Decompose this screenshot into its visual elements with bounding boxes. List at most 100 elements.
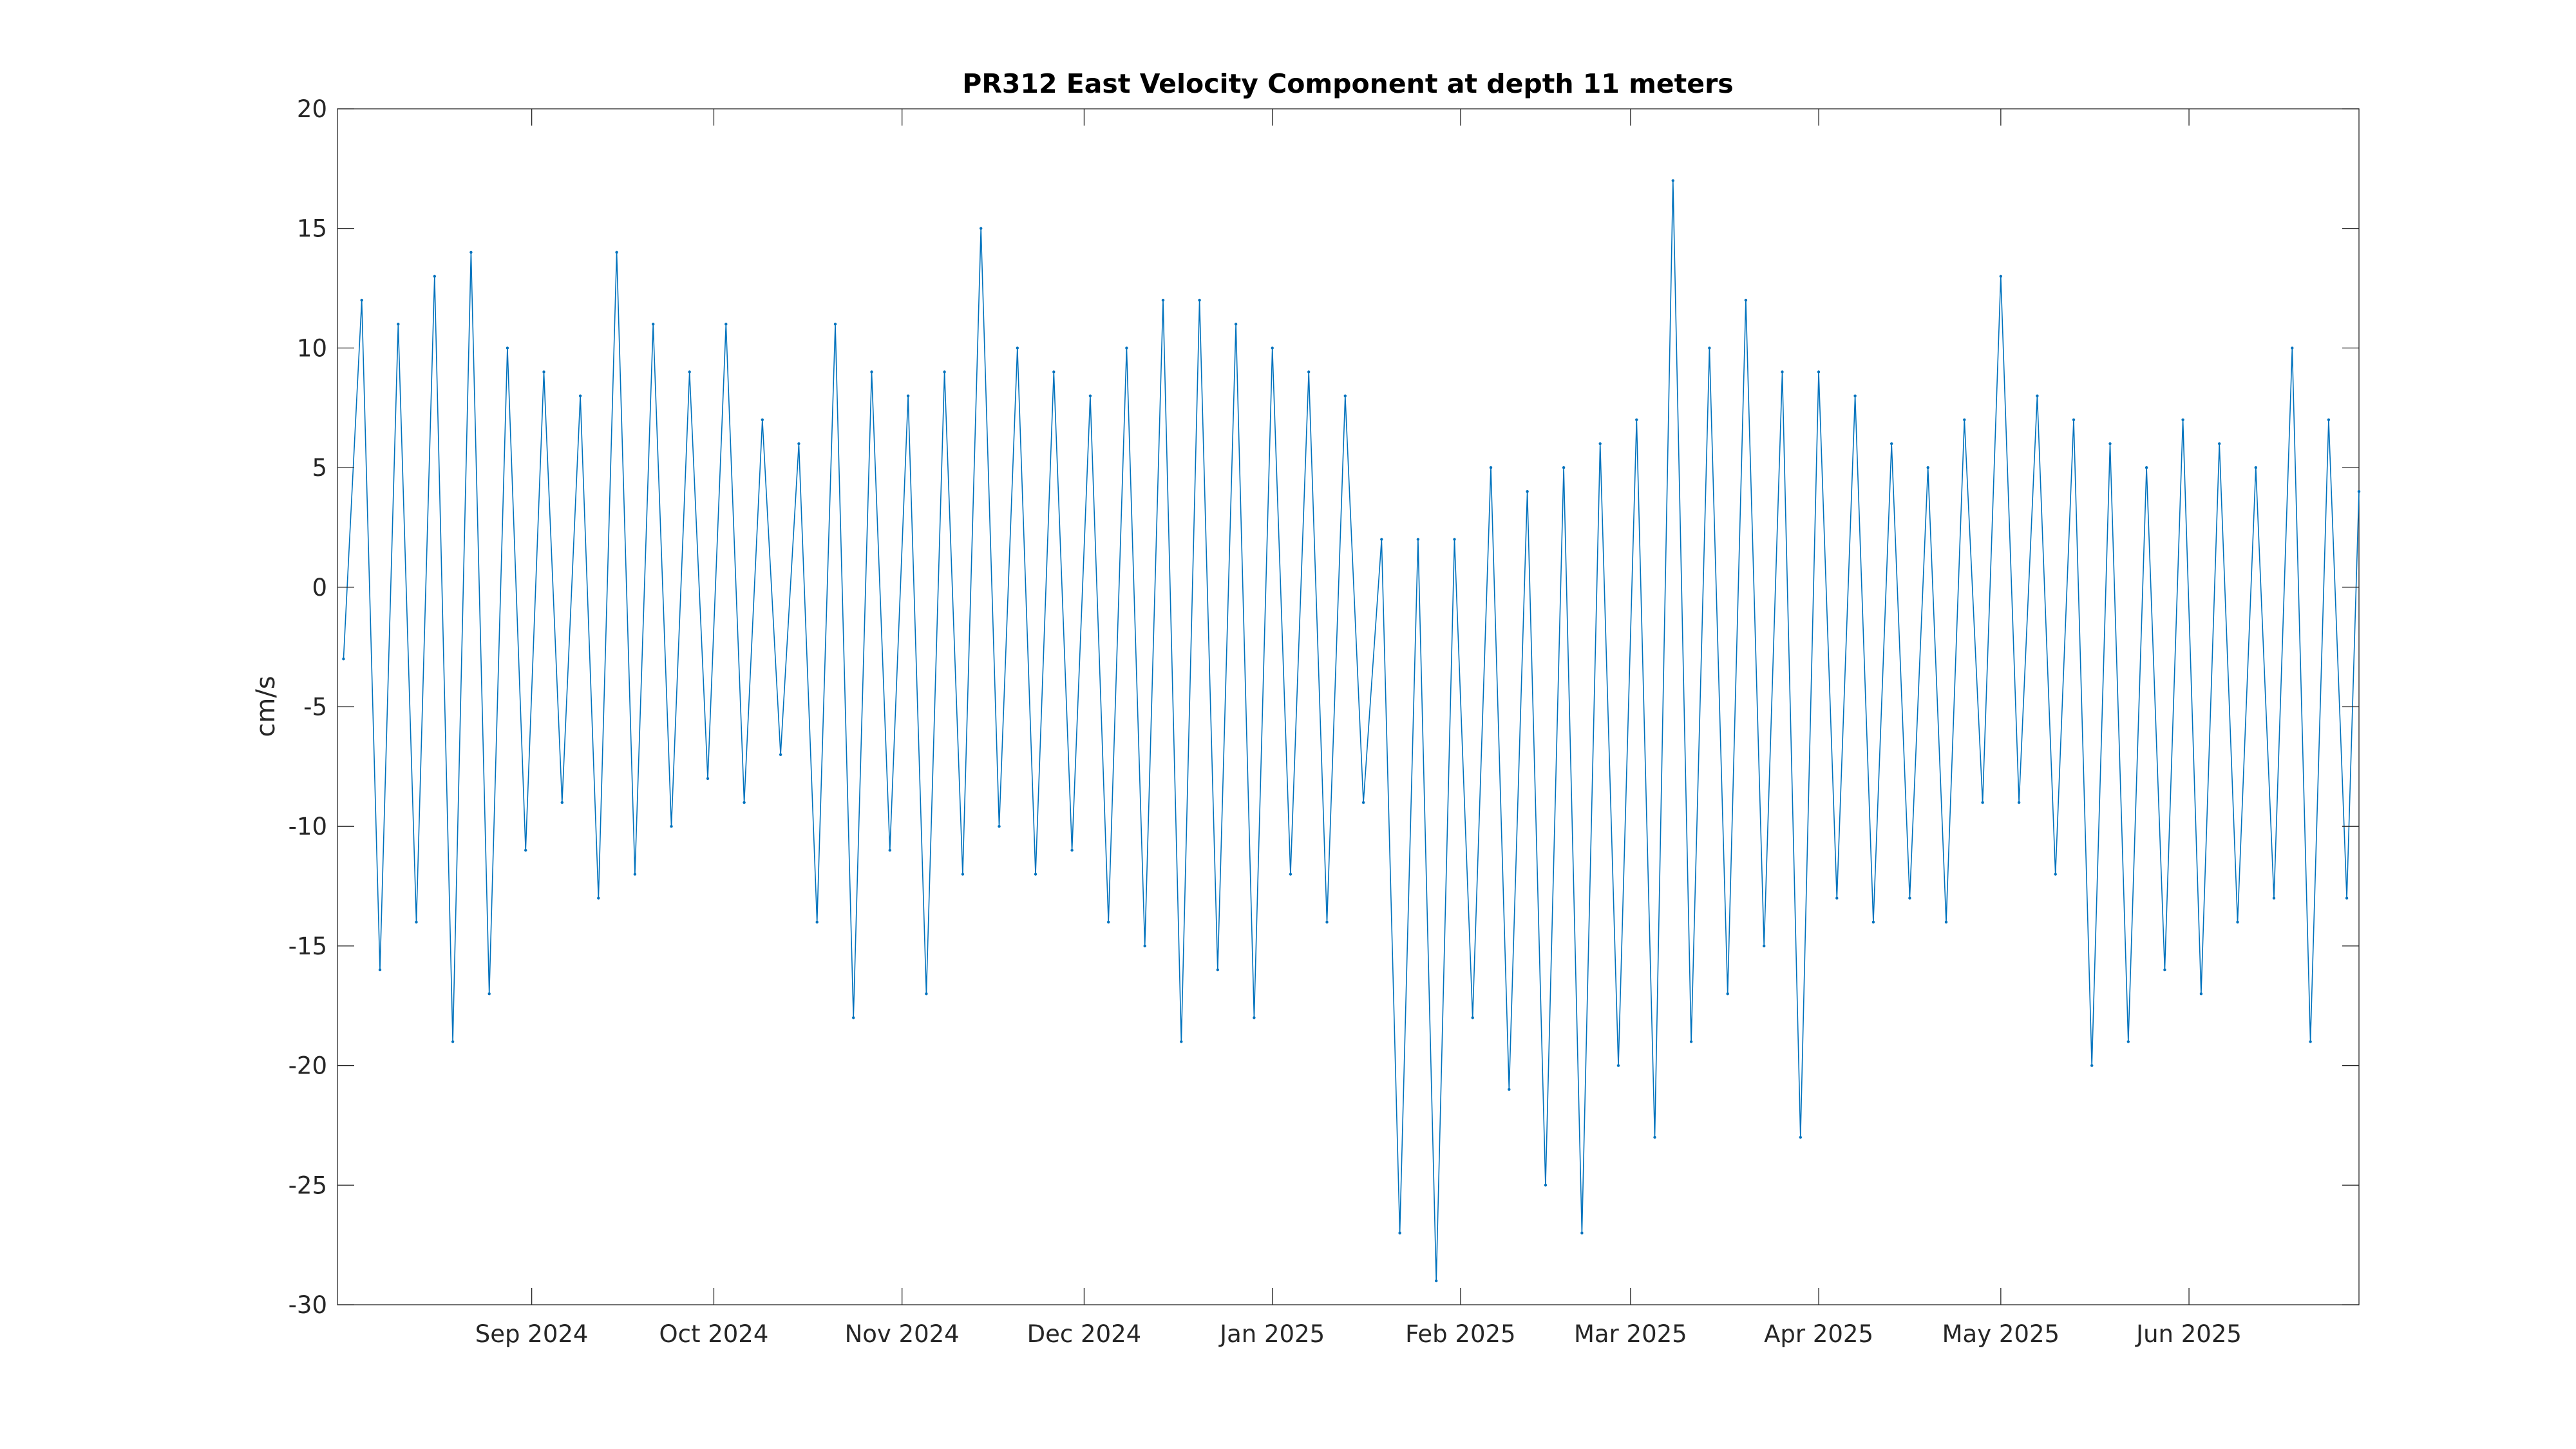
data-point xyxy=(2272,896,2276,900)
data-point xyxy=(670,825,673,828)
data-point xyxy=(1088,394,1092,397)
series-line-0 xyxy=(343,180,2360,1282)
data-point xyxy=(1471,1016,1474,1019)
data-point xyxy=(779,753,782,757)
data-point xyxy=(1361,800,1365,804)
x-tick-label: May 2025 xyxy=(1942,1320,2060,1348)
x-tick-label: Sep 2024 xyxy=(475,1320,589,1348)
data-point xyxy=(1489,466,1493,469)
data-point xyxy=(1325,920,1329,924)
x-tick-label: Feb 2025 xyxy=(1405,1320,1515,1348)
data-point xyxy=(1343,394,1347,397)
data-point xyxy=(2327,418,2331,421)
data-point xyxy=(1689,1040,1693,1043)
y-tick-label: 10 xyxy=(297,334,327,362)
data-point xyxy=(1453,538,1456,541)
x-tick-label: Jun 2025 xyxy=(2135,1320,2242,1348)
data-point xyxy=(397,323,400,326)
y-tick-label: -10 xyxy=(289,813,327,840)
data-point xyxy=(1398,1231,1401,1235)
data-point xyxy=(925,992,928,996)
data-point xyxy=(961,873,965,876)
y-axis-label: cm/s xyxy=(251,676,281,737)
data-point xyxy=(2236,920,2239,924)
data-point xyxy=(488,992,491,996)
data-point xyxy=(852,1016,855,1019)
data-point xyxy=(1926,466,1929,469)
y-tick-label: -15 xyxy=(289,933,327,960)
data-point xyxy=(2218,442,2221,446)
data-point xyxy=(1635,418,1638,421)
data-point xyxy=(1070,849,1074,852)
data-point xyxy=(469,251,473,254)
data-point xyxy=(1580,1231,1584,1235)
x-tick-label: Jan 2025 xyxy=(1218,1320,1325,1348)
y-tick-label: 15 xyxy=(297,215,327,243)
data-point xyxy=(1871,920,1875,924)
data-point xyxy=(1307,370,1311,374)
data-point xyxy=(2108,442,2112,446)
data-point xyxy=(1744,298,1748,302)
data-point xyxy=(1271,346,1274,350)
data-point xyxy=(1999,274,2002,278)
data-point xyxy=(1890,442,1893,446)
x-axis: Sep 2024 Oct 2024 Nov 2024 Dec 2024 Jan 2025… xyxy=(475,109,2242,1348)
data-point xyxy=(451,1040,455,1043)
data-point xyxy=(1125,346,1128,350)
data-point xyxy=(1817,370,1821,374)
data-point xyxy=(524,849,527,852)
data-point xyxy=(1726,992,1729,996)
data-point xyxy=(2017,800,2021,804)
data-point xyxy=(1562,466,1566,469)
data-point xyxy=(1526,490,1529,493)
x-tick-label: Apr 2025 xyxy=(1764,1320,1873,1348)
data-point xyxy=(506,346,509,350)
x-tick-label: Mar 2025 xyxy=(1574,1320,1687,1348)
data-point xyxy=(1781,370,1784,374)
data-point xyxy=(1981,800,1984,804)
data-point xyxy=(797,442,800,446)
data-point xyxy=(1216,968,1220,972)
data-point xyxy=(2357,490,2361,493)
data-point xyxy=(415,920,418,924)
data-point xyxy=(2054,873,2057,876)
data-point xyxy=(688,370,691,374)
data-point xyxy=(1016,346,1019,350)
data-point xyxy=(2181,418,2184,421)
data-point xyxy=(378,968,382,972)
data-point xyxy=(342,658,345,661)
series-layer xyxy=(342,179,2361,1283)
data-point xyxy=(2090,1064,2094,1067)
data-point xyxy=(1653,1135,1656,1139)
y-tick-label: 0 xyxy=(312,574,327,601)
plot-area xyxy=(337,108,2360,1305)
data-point xyxy=(2291,346,2294,350)
data-point xyxy=(833,323,837,326)
data-point xyxy=(1853,394,1857,397)
data-point xyxy=(1508,1088,1511,1091)
data-point xyxy=(1198,298,1201,302)
data-point xyxy=(1671,179,1674,182)
y-axis: 20 15 10 5 0 -5 -10 -15 -20 -25 -30 xyxy=(289,95,2359,1319)
data-point xyxy=(615,251,618,254)
data-point xyxy=(1616,1064,1620,1067)
y-tick-label: -30 xyxy=(289,1291,327,1319)
data-point xyxy=(2345,896,2349,900)
data-point xyxy=(761,418,764,421)
x-tick-label: Nov 2024 xyxy=(845,1320,960,1348)
data-point xyxy=(2126,1040,2130,1043)
data-point xyxy=(652,323,655,326)
data-point xyxy=(888,849,892,852)
data-point xyxy=(1107,920,1110,924)
data-point xyxy=(433,274,436,278)
data-point xyxy=(815,920,819,924)
data-point xyxy=(870,370,873,374)
x-tick-label: Dec 2024 xyxy=(1027,1320,1142,1348)
y-tick-label: -20 xyxy=(289,1052,327,1080)
data-point xyxy=(2254,466,2257,469)
data-point xyxy=(2163,968,2166,972)
data-point xyxy=(943,370,946,374)
chart-title: PR312 East Velocity Component at depth 1… xyxy=(962,68,1733,99)
y-tick-label: 5 xyxy=(312,454,327,482)
data-point xyxy=(1799,1135,1802,1139)
